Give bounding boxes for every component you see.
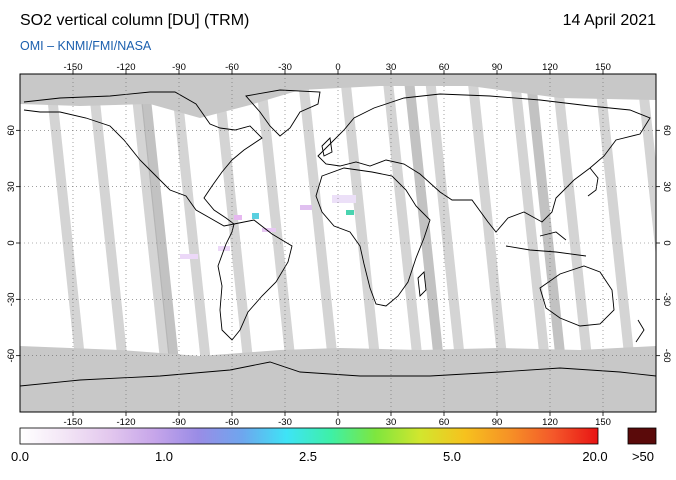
swath-gap	[170, 74, 217, 412]
swath-gap	[254, 74, 301, 412]
legend-overflow-swatch	[627, 427, 657, 445]
lon-label-bottom: 30	[386, 417, 397, 428]
lat-label-left: 60	[6, 125, 17, 136]
africa-coast	[315, 167, 431, 307]
indonesia-coast	[505, 231, 587, 257]
legend-label-0: 0.0	[10, 449, 30, 464]
lon-label-top: -30	[278, 62, 292, 73]
japan-coast	[587, 167, 599, 197]
legend-label-1: 1.0	[154, 449, 174, 464]
legend-label-3: 5.0	[442, 449, 462, 464]
so2-hotspot	[300, 205, 312, 210]
coastlines	[20, 89, 656, 387]
lon-label-bottom: 120	[542, 417, 558, 428]
graticule	[20, 74, 656, 412]
lon-label-bottom: -30	[278, 417, 292, 428]
lat-label-right: -60	[661, 349, 672, 363]
lon-label-top: -150	[63, 62, 82, 73]
so2-hotspot	[346, 210, 354, 215]
axis-ticks	[16, 70, 660, 416]
australia-coast	[539, 265, 615, 327]
map-title: SO2 vertical column [DU] (TRM)	[20, 12, 250, 29]
lon-label-bottom: -120	[116, 417, 135, 428]
dark-strip	[138, 74, 185, 412]
lon-label-bottom: 150	[595, 417, 611, 428]
lon-label-bottom: -60	[225, 417, 239, 428]
swath-gap	[551, 74, 598, 412]
swath-gap	[339, 74, 386, 412]
legend-label-4: 20.0	[582, 449, 608, 464]
dark-strip	[403, 74, 450, 412]
lon-label-bottom: -150	[63, 417, 82, 428]
legend-label-2: 2.5	[298, 449, 318, 464]
legend-label-5: >50	[631, 449, 655, 464]
lon-label-top: 0	[335, 62, 340, 73]
lon-label-top: 120	[542, 62, 558, 73]
lon-label-top: 30	[386, 62, 397, 73]
swath-gap	[424, 74, 471, 412]
lon-label-top: 150	[595, 62, 611, 73]
so2-hotspot	[262, 228, 276, 232]
lon-label-top: 60	[439, 62, 450, 73]
lat-label-right: 30	[661, 181, 672, 192]
swath-gap	[594, 74, 641, 412]
south-america-coast	[217, 219, 293, 341]
lat-label-left: -60	[6, 349, 17, 363]
uk-coast	[321, 137, 333, 157]
lon-label-top: -90	[172, 62, 186, 73]
lon-label-top: -120	[116, 62, 135, 73]
lat-label-right: 0	[661, 240, 672, 245]
lon-label-bottom: 90	[492, 417, 503, 428]
new-zealand-coast	[635, 319, 645, 343]
tick-labels: -150 -150 -120 -120 -90 -90 -60 -60 -30 -30 0 0 30 30…	[6, 62, 672, 428]
swath-gap	[382, 74, 429, 412]
lon-label-top: 90	[492, 62, 503, 73]
lat-label-left: 30	[6, 181, 17, 192]
lon-label-bottom: 60	[439, 417, 450, 428]
antarctica-coast	[20, 361, 656, 387]
madagascar-coast	[417, 271, 427, 297]
lat-label-left: 0	[6, 240, 17, 245]
lat-label-right: -30	[661, 292, 672, 306]
data-credit: OMI – KNMI/FMI/NASA	[20, 39, 152, 53]
so2-hotspot	[332, 195, 356, 203]
map-date: 14 April 2021	[562, 12, 656, 29]
greenland-coast	[245, 89, 321, 137]
lat-label-right: 60	[661, 125, 672, 136]
lat-label-left: -30	[6, 292, 17, 306]
lon-label-bottom: -90	[172, 417, 186, 428]
swath-gap	[87, 74, 134, 412]
so2-hotspot	[234, 215, 242, 220]
legend-colorbar	[19, 427, 599, 445]
so2-hotspot	[252, 213, 259, 219]
swath-gap	[466, 74, 513, 412]
swath-gap	[636, 74, 656, 257]
lon-label-top: -60	[225, 62, 239, 73]
europe-asia-coast	[317, 93, 651, 233]
so2-hotspot	[180, 254, 198, 259]
lon-label-bottom: 0	[335, 417, 340, 428]
swath-gap	[44, 74, 91, 412]
swath-gap	[212, 74, 259, 412]
north-america-coast	[23, 91, 263, 227]
